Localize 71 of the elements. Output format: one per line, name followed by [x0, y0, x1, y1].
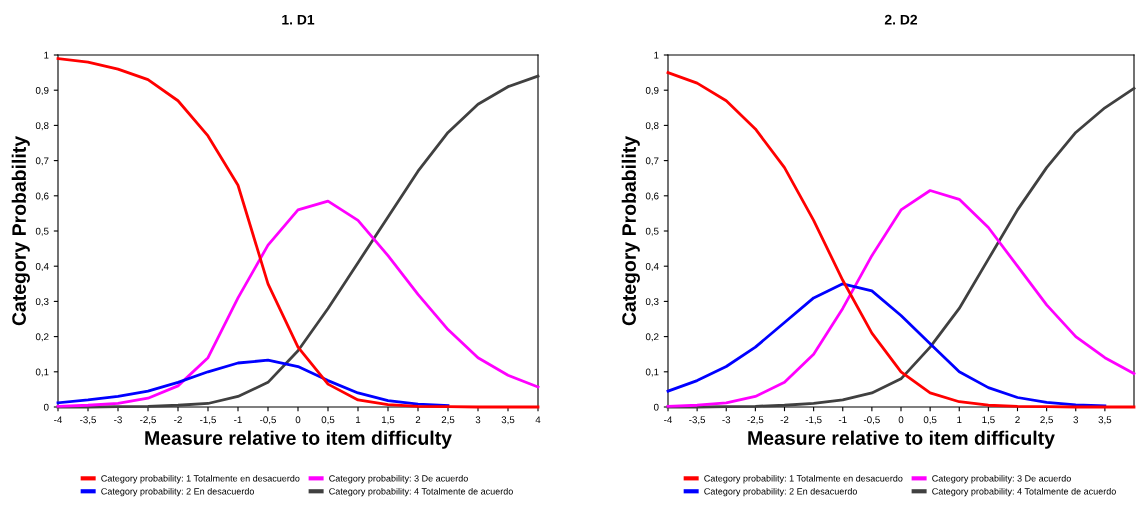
y-tick-label: 0	[653, 403, 659, 411]
x-tick-label: 0	[295, 416, 301, 424]
x-tick-label: -2	[780, 416, 789, 424]
y-tick-label: 0,1	[35, 368, 49, 377]
x-tick-label: 4	[535, 416, 541, 424]
legend-label: Category probability: 3 De acuerdo	[329, 474, 468, 484]
x-tick-label: 2,5	[441, 416, 455, 425]
x-tick-label: 3,5	[501, 416, 515, 425]
x-tick-label: -1,5	[805, 416, 822, 425]
y-tick-label: 0,3	[35, 298, 49, 307]
x-tick-label: -1	[234, 416, 242, 424]
x-tick-label: -1	[838, 416, 847, 424]
x-tick-label: -2	[174, 416, 182, 424]
x-tick-label: -4	[54, 416, 63, 424]
line-series	[56, 358, 450, 407]
x-tick-label: 1	[957, 416, 962, 424]
y-tick-label: 0,8	[35, 122, 49, 131]
y-tick-label: 0,8	[645, 122, 659, 131]
x-tick-label: -0,5	[260, 416, 276, 425]
x-tick-label: -1,5	[200, 416, 216, 425]
x-tick-label: 1	[356, 416, 361, 424]
x-tick-label: 1,5	[982, 416, 995, 425]
legend-label: Category probability: 1 Totalmente en desacuerdo	[101, 474, 300, 484]
x-axis-title: Measure relative to item difficulty	[145, 430, 452, 449]
chart-title: 1. D1	[282, 14, 315, 25]
x-tick-label: -2,5	[140, 416, 156, 425]
legend-label: Category probability: 4 Totalmente de acuerdo	[329, 487, 513, 497]
y-tick-label: 1	[44, 51, 49, 59]
x-tick-label: 3	[475, 416, 481, 424]
x-tick-label: 2,5	[1040, 416, 1053, 425]
legend-label: Category probability: 1 Totalmente en desacuerdo	[704, 474, 903, 484]
y-tick-label: 0,2	[645, 333, 659, 342]
y-tick-label: 0,4	[645, 262, 659, 271]
y-tick-label: 0,7	[35, 157, 49, 166]
y-tick-label: 0,6	[645, 192, 659, 201]
y-tick-label: 0,6	[35, 192, 49, 201]
x-tick-label: -2,5	[747, 416, 764, 425]
y-tick-label: 0,2	[35, 333, 49, 342]
y-tick-label: 0	[43, 403, 49, 411]
x-tick-label: -3,5	[689, 416, 706, 425]
y-tick-label: 0,9	[35, 86, 49, 95]
legend-label: Category probability: 3 De acuerdo	[932, 474, 1071, 484]
y-axis-title: Category Probability	[11, 136, 30, 326]
x-tick-label: 3	[1073, 416, 1079, 424]
legend-label: Category probability: 4 Totalmente de acuerdo	[932, 487, 1116, 497]
y-tick-label: 0,5	[35, 227, 49, 236]
x-tick-label: 2	[415, 416, 421, 424]
y-tick-label: 0,4	[35, 262, 49, 271]
y-tick-label: 0,1	[645, 368, 659, 377]
y-tick-label: 0,3	[645, 298, 659, 307]
y-tick-label: 0,9	[645, 86, 659, 95]
x-tick-label: 0,5	[321, 416, 335, 425]
x-tick-label: -3	[722, 416, 731, 424]
chart-title: 2. D2	[884, 14, 918, 25]
x-tick-label: 0	[898, 416, 904, 424]
x-tick-label: -3	[114, 416, 122, 424]
x-tick-label: 0,5	[923, 416, 937, 425]
x-tick-label: -4	[664, 416, 673, 424]
legend-label: Category probability: 2 En desacuerdo	[101, 487, 254, 497]
line-series	[666, 282, 1107, 408]
y-tick-label: 0,7	[645, 157, 659, 166]
x-tick-label: 2	[1015, 416, 1020, 424]
legend-label: Category probability: 2 En desacuerdo	[704, 487, 857, 497]
y-tick-label: 1	[654, 51, 659, 59]
x-tick-label: -3,5	[80, 416, 96, 425]
x-tick-label: -0,5	[863, 416, 880, 425]
x-tick-label: 1,5	[381, 416, 395, 425]
x-axis-title: Measure relative to item difficulty	[748, 430, 1055, 449]
y-axis-title: Category Probability	[621, 136, 640, 326]
y-tick-label: 0,5	[645, 227, 659, 236]
x-tick-label: 3,5	[1098, 416, 1112, 425]
